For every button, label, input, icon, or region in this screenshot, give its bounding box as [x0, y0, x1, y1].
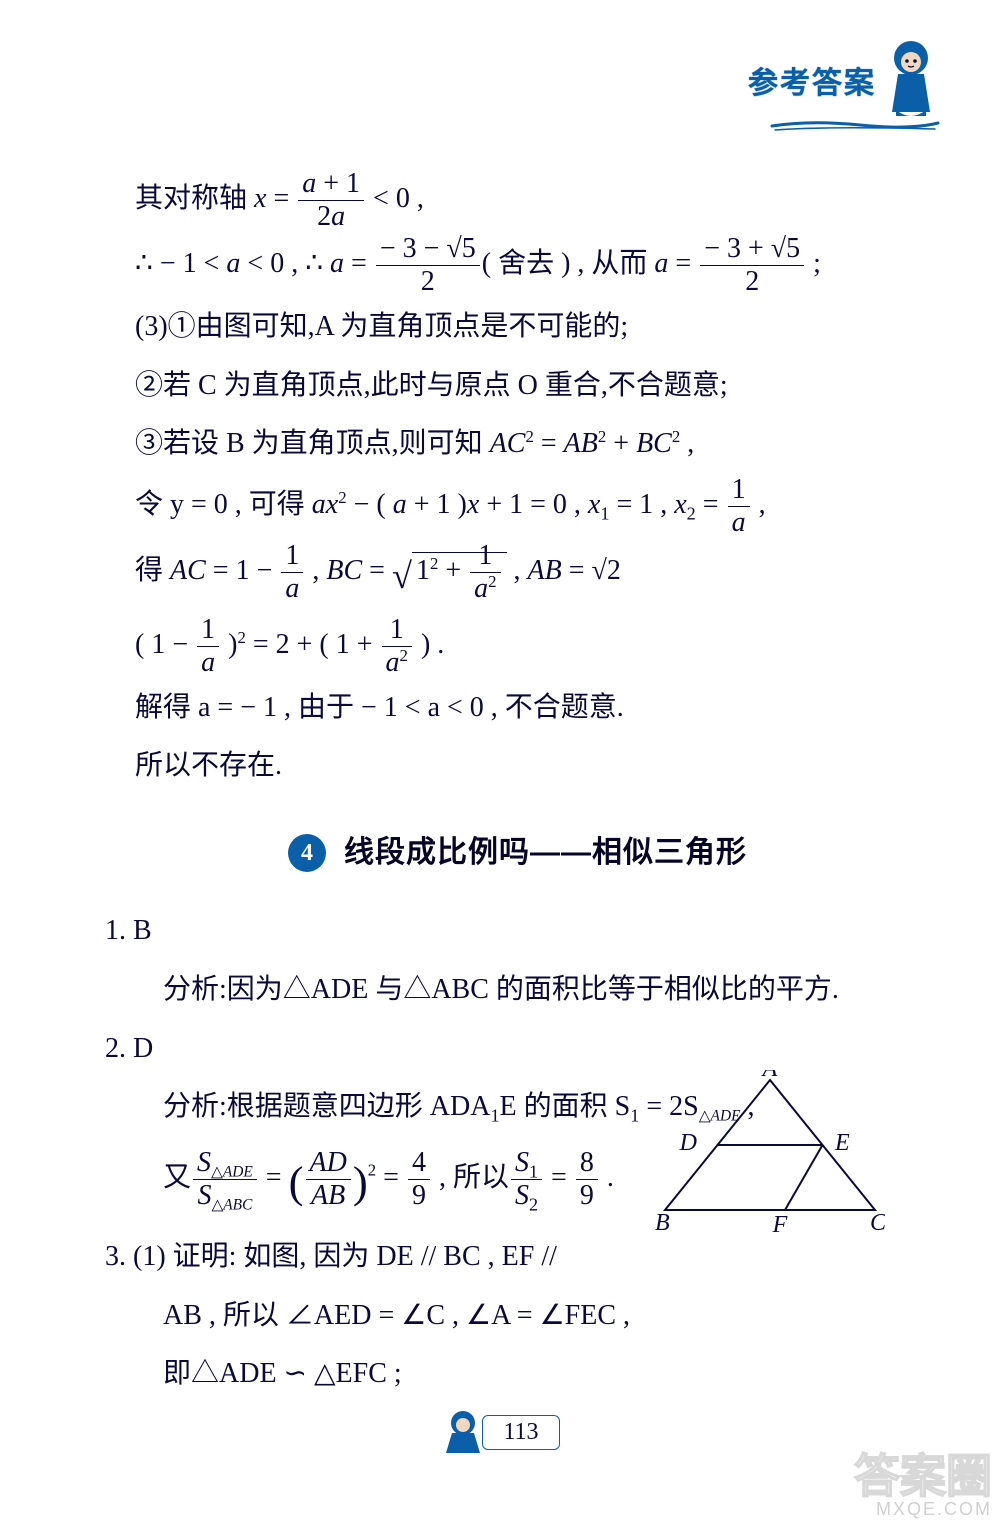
- text: 其对称轴: [135, 183, 254, 214]
- svg-text:A: A: [761, 1070, 778, 1082]
- analysis-label: 分析:: [163, 1091, 227, 1122]
- text: ,: [680, 428, 694, 459]
- q-number: 2.: [105, 1033, 133, 1064]
- q-number: 3.: [105, 1241, 133, 1272]
- text: 即△ADE ∽ △EFC ;: [163, 1358, 402, 1389]
- text: AB , 所以 ∠AED = ∠C , ∠A = ∠FEC ,: [163, 1300, 630, 1331]
- text: ②若 C 为直角顶点,此时与原点 O 重合,不合题意;: [135, 359, 900, 414]
- triangle-diagram: A B C D E F: [655, 1070, 885, 1240]
- page-number: 113: [482, 1415, 559, 1450]
- footer-mascot-icon: [440, 1409, 486, 1455]
- svg-text:D: D: [679, 1130, 697, 1156]
- text: .: [600, 1162, 614, 1193]
- text: 又: [163, 1162, 191, 1193]
- text: 得: [135, 555, 170, 586]
- text: 令 y = 0 , 可得: [135, 489, 312, 520]
- header-underline-icon: [770, 118, 940, 132]
- text: < 0 , ∴: [240, 248, 330, 279]
- svg-text:F: F: [772, 1212, 788, 1238]
- text: ∴ − 1 <: [135, 248, 226, 279]
- text: 所以不存在.: [135, 739, 900, 794]
- svg-text:E: E: [834, 1130, 850, 1156]
- text: 根据题意四边形 ADA: [227, 1091, 491, 1122]
- watermark-en: MXQE.COM: [854, 1500, 992, 1519]
- q-answer: B: [133, 915, 152, 946]
- section-title: 线段成比例吗——相似三角形: [344, 824, 747, 883]
- text: (3)①由图可知,A 为直角顶点是不可能的;: [135, 300, 900, 355]
- text: < 0 ,: [366, 183, 424, 214]
- svg-text:B: B: [655, 1210, 670, 1236]
- text: ( 舍去 ) , 从而: [482, 248, 655, 279]
- page-footer: 113: [0, 1409, 1000, 1455]
- text: 因为△ADE 与△ABC 的面积比等于相似比的平方.: [227, 974, 839, 1005]
- text: 解得 a = − 1 , 由于 − 1 < a < 0 , 不合题意.: [135, 681, 900, 736]
- svg-text:C: C: [870, 1210, 885, 1236]
- q-answer: D: [133, 1033, 153, 1064]
- text: ③若设 B 为直角顶点,则可知: [135, 428, 490, 459]
- watermark-cn: 答案圈: [854, 1452, 992, 1500]
- section-header: 4 线段成比例吗——相似三角形: [135, 824, 900, 883]
- text: (1) 证明: 如图, 因为 DE // BC , EF //: [133, 1241, 557, 1272]
- text: , 所以: [432, 1162, 509, 1193]
- analysis-label: 分析:: [163, 974, 227, 1005]
- mascot-icon: [882, 40, 940, 120]
- header-title: 参考答案: [748, 58, 876, 102]
- section-badge: 4: [288, 834, 326, 872]
- content-body: 其对称轴 x = a + 12a < 0 , ∴ − 1 < a < 0 , ∴…: [135, 170, 900, 1402]
- text: ,: [752, 489, 766, 520]
- watermark: 答案圈 MXQE.COM: [854, 1452, 992, 1519]
- q-number: 1.: [105, 915, 133, 946]
- text: E 的面积 S: [500, 1091, 631, 1122]
